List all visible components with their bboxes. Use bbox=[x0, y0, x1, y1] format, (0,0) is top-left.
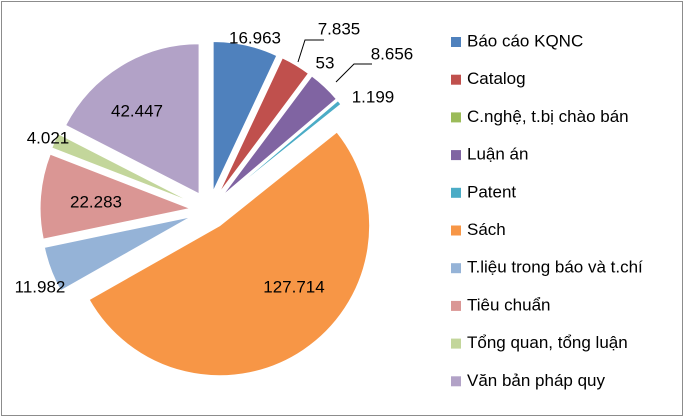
legend-swatch-tieu-chuan bbox=[451, 300, 461, 311]
pie-slice-tong-quan-tong-luan bbox=[51, 133, 192, 203]
legend-label-van-ban-phap-quy: Văn bản pháp quy bbox=[467, 371, 606, 390]
legend-label-tieu-chuan: Tiêu chuẩn bbox=[467, 295, 550, 314]
data-label-t-lieu-trong-bao-va-t-chi: 11.982 bbox=[15, 277, 66, 296]
legend-item-sach: Sách bbox=[451, 220, 506, 239]
legend-swatch-catalog bbox=[451, 74, 461, 85]
legend-item-c-nghe-t-bi-chao-ban: C.nghệ, t.bị chào bán bbox=[451, 107, 629, 126]
legend-item-van-ban-phap-quy: Văn bản pháp quy bbox=[451, 371, 606, 390]
legend-item-bao-cao-kqnc: Báo cáo KQNC bbox=[451, 31, 583, 50]
legend-item-luan-an: Luận án bbox=[451, 145, 528, 164]
leader-line-catalog bbox=[297, 39, 324, 63]
legend-label-t-lieu-trong-bao-va-t-chi: T.liệu trong báo và t.chí bbox=[467, 258, 643, 277]
pie-slice-catalog bbox=[218, 57, 310, 194]
legend-swatch-t-lieu-trong-bao-va-t-chi bbox=[451, 263, 461, 274]
pie-slice-tieu-chuan bbox=[39, 153, 192, 240]
legend: Báo cáo KQNC Catalog C.nghệ, t.bị chào bán… bbox=[451, 31, 643, 390]
pie-slice-c-nghe-t-bi-chao-ban bbox=[219, 73, 311, 196]
legend-item-catalog: Catalog bbox=[451, 69, 526, 88]
legend-item-tong-quan-tong-luan: Tổng quan, tổng luận bbox=[451, 333, 628, 352]
data-label-patent: 1.199 bbox=[352, 87, 395, 106]
data-label-sach: 127.714 bbox=[263, 277, 324, 296]
leader-line-luan-an bbox=[335, 63, 372, 83]
pie-slices bbox=[39, 40, 371, 377]
data-label-tieu-chuan: 22.283 bbox=[70, 192, 122, 211]
pie-slice-bao-cao-kqnc bbox=[212, 40, 278, 192]
pie-slice-t-lieu-trong-bao-va-t-chi bbox=[43, 216, 192, 292]
pie-slice-patent bbox=[223, 100, 342, 199]
legend-swatch-bao-cao-kqnc bbox=[451, 37, 461, 47]
legend-item-t-lieu-trong-bao-va-t-chi: T.liệu trong báo và t.chí bbox=[451, 258, 643, 277]
data-label-luan-an: 8.656 bbox=[371, 44, 414, 63]
legend-item-patent: Patent bbox=[451, 182, 516, 201]
leader-lines bbox=[297, 39, 372, 83]
legend-label-patent: Patent bbox=[467, 182, 516, 201]
legend-swatch-c-nghe-t-bi-chao-ban bbox=[451, 112, 461, 123]
pie-slice-luan-an bbox=[221, 75, 337, 197]
data-label-c-nghe-t-bi-chao-ban: 53 bbox=[316, 53, 335, 72]
legend-swatch-sach bbox=[451, 225, 461, 236]
legend-item-tieu-chuan: Tiêu chuẩn bbox=[451, 295, 550, 314]
legend-label-bao-cao-kqnc: Báo cáo KQNC bbox=[467, 31, 583, 50]
data-label-tong-quan-tong-luan: 4.021 bbox=[27, 128, 70, 147]
legend-label-c-nghe-t-bi-chao-ban: C.nghệ, t.bị chào bán bbox=[467, 107, 629, 126]
data-label-bao-cao-kqnc: 16.963 bbox=[229, 28, 281, 47]
legend-label-sach: Sách bbox=[467, 220, 506, 239]
pie-slice-sach bbox=[88, 131, 371, 377]
legend-swatch-van-ban-phap-quy bbox=[451, 376, 461, 387]
legend-swatch-patent bbox=[451, 187, 461, 198]
legend-swatch-tong-quan-tong-luan bbox=[451, 338, 461, 349]
legend-label-luan-an: Luận án bbox=[467, 145, 528, 164]
legend-label-tong-quan-tong-luan: Tổng quan, tổng luận bbox=[467, 333, 628, 352]
pie-slice-van-ban-phap-quy bbox=[64, 43, 200, 195]
data-label-van-ban-phap-quy: 42.447 bbox=[111, 101, 163, 120]
data-label-catalog: 7.835 bbox=[318, 19, 361, 38]
data-labels: 16.963 7.835 53 8.656 1.199 127.714 11.982 22.2… bbox=[15, 19, 414, 296]
legend-swatch-luan-an bbox=[451, 150, 461, 161]
legend-label-catalog: Catalog bbox=[467, 69, 526, 88]
